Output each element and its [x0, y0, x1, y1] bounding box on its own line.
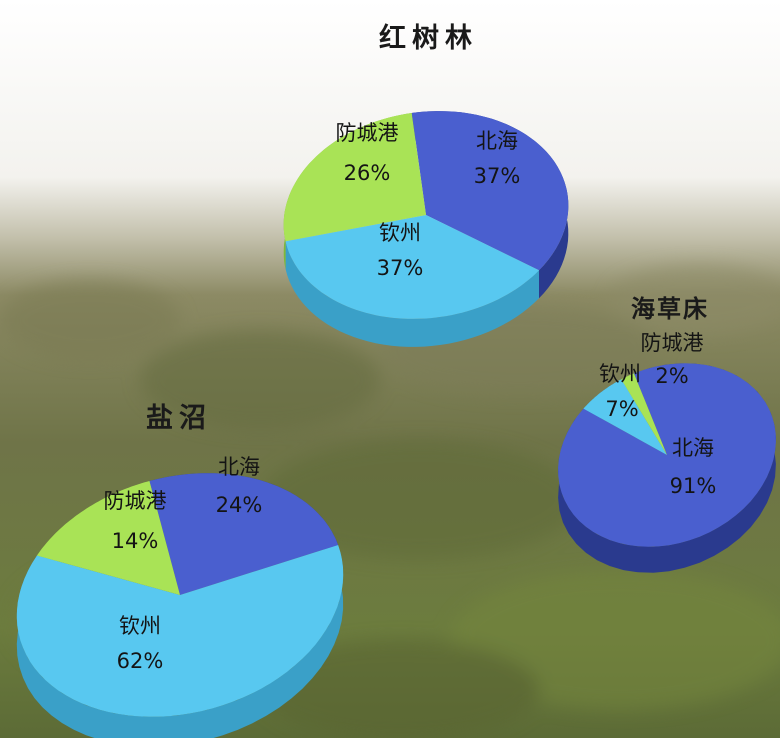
- slice-category-label-0-0: 北海: [476, 129, 518, 153]
- pie-chart-2: 北海 24% 钦州 62% 防城港 14%: [16, 455, 344, 738]
- slice-percent-label-0-2: 26%: [344, 161, 391, 185]
- slice-category-label-0-2: 防城港: [336, 121, 399, 145]
- chart-title-mangrove: 红树林: [379, 23, 478, 54]
- pie-slice-0-2: [283, 113, 426, 242]
- pie-chart-0: 北海 37% 钦州 37% 防城港 26%: [283, 111, 569, 347]
- pie-slice-2-2: [37, 481, 180, 595]
- slice-category-label-1-2: 防城港: [641, 331, 704, 355]
- slice-category-label-2-2: 防城港: [104, 489, 167, 513]
- slice-category-label-1-1: 钦州: [599, 362, 641, 386]
- slice-percent-label-0-1: 37%: [377, 256, 424, 280]
- pie-slice-0-0: [411, 111, 569, 271]
- slice-category-label-2-1: 钦州: [119, 614, 161, 638]
- pie-side-0-1: [285, 241, 539, 347]
- slice-percent-label-2-2: 14%: [112, 529, 159, 553]
- slice-category-label-1-0: 北海: [672, 436, 714, 460]
- slice-percent-label-0-0: 37%: [474, 164, 521, 188]
- pie-slice-0-1: [285, 215, 539, 319]
- slice-percent-label-1-2: 2%: [655, 364, 688, 388]
- chart-title-seagrass: 海草床: [631, 295, 709, 323]
- slice-percent-label-1-1: 7%: [605, 397, 638, 421]
- pie-slice-2-0: [149, 473, 339, 595]
- slice-percent-label-2-0: 24%: [216, 493, 263, 517]
- slice-category-label-2-0: 北海: [218, 455, 260, 479]
- slice-percent-label-2-1: 62%: [117, 649, 164, 673]
- pie-slice-1-2: [621, 373, 667, 455]
- pie-chart-1: 北海 91% 钦州 7% 防城港 2%: [558, 331, 776, 573]
- slice-category-label-0-1: 钦州: [379, 221, 421, 245]
- pie-side-2-1: [16, 545, 344, 738]
- chart-title-saltmarsh: 盐沼: [146, 403, 212, 434]
- pie-slice-2-1: [16, 545, 344, 717]
- slice-percent-label-1-0: 91%: [670, 474, 717, 498]
- pie-slice-1-1: [583, 379, 667, 455]
